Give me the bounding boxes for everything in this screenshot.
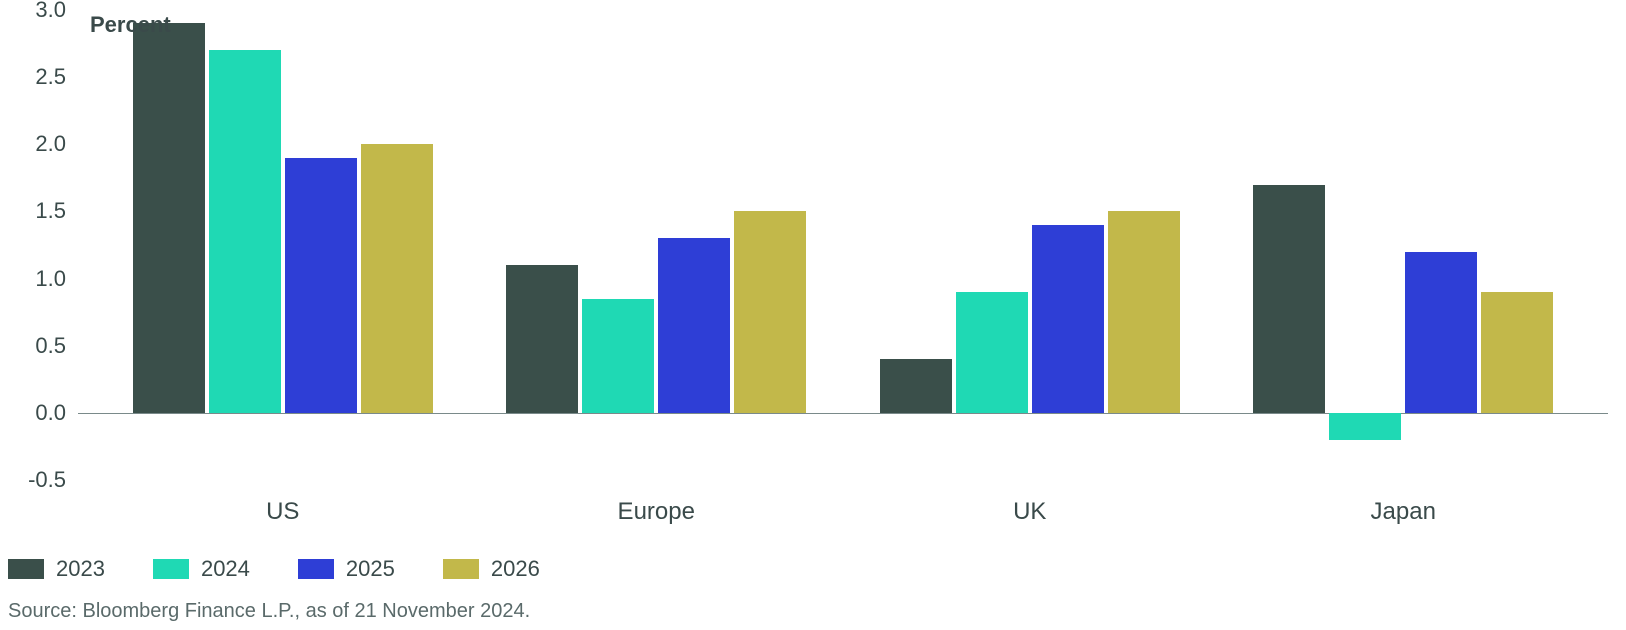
- growth-chart: -0.5 0.0 0.5 1.0 1.5 2.0 2.5 3.0 Percent US Euro…: [0, 0, 1626, 630]
- bar: [658, 238, 730, 413]
- x-axis-label: Europe: [618, 498, 695, 526]
- y-tick: 2.5: [6, 64, 66, 90]
- bar: [133, 23, 205, 412]
- y-tick: 1.0: [6, 266, 66, 292]
- legend-label: 2024: [201, 556, 250, 582]
- x-axis-label: Japan: [1371, 498, 1436, 526]
- y-tick: 1.5: [6, 198, 66, 224]
- legend-label: 2025: [346, 556, 395, 582]
- y-axis: -0.50.00.51.01.52.02.53.0: [0, 10, 66, 480]
- bar: [956, 292, 1028, 413]
- bar: [880, 359, 952, 413]
- source-text: Source: Bloomberg Finance L.P., as of 21…: [8, 600, 530, 623]
- bar: [1253, 185, 1325, 413]
- plot-area: [78, 10, 1608, 480]
- y-tick: 0.5: [6, 333, 66, 359]
- legend-item: 2025: [298, 556, 395, 582]
- y-tick: 0.0: [6, 400, 66, 426]
- legend-swatch: [8, 559, 44, 579]
- bar: [209, 50, 281, 413]
- bar: [1032, 225, 1104, 413]
- legend-item: 2023: [8, 556, 105, 582]
- legend-item: 2024: [153, 556, 250, 582]
- y-tick: -0.5: [6, 467, 66, 493]
- bar: [361, 144, 433, 413]
- bar: [285, 158, 357, 413]
- bar: [734, 211, 806, 412]
- bar: [1108, 211, 1180, 412]
- legend-swatch: [298, 559, 334, 579]
- legend-item: 2026: [443, 556, 540, 582]
- y-tick: 3.0: [6, 0, 66, 23]
- x-axis-label: US: [266, 498, 299, 526]
- bar: [1481, 292, 1553, 413]
- bar: [1405, 252, 1477, 413]
- legend-label: 2026: [491, 556, 540, 582]
- bar: [1329, 413, 1401, 440]
- y-tick: 2.0: [6, 131, 66, 157]
- legend: 2023 2024 2025 2026: [8, 556, 540, 582]
- legend-swatch: [153, 559, 189, 579]
- legend-swatch: [443, 559, 479, 579]
- bar: [506, 265, 578, 413]
- legend-label: 2023: [56, 556, 105, 582]
- bar: [582, 299, 654, 413]
- y-axis-title: Percent: [90, 12, 171, 38]
- x-axis-label: UK: [1013, 498, 1046, 526]
